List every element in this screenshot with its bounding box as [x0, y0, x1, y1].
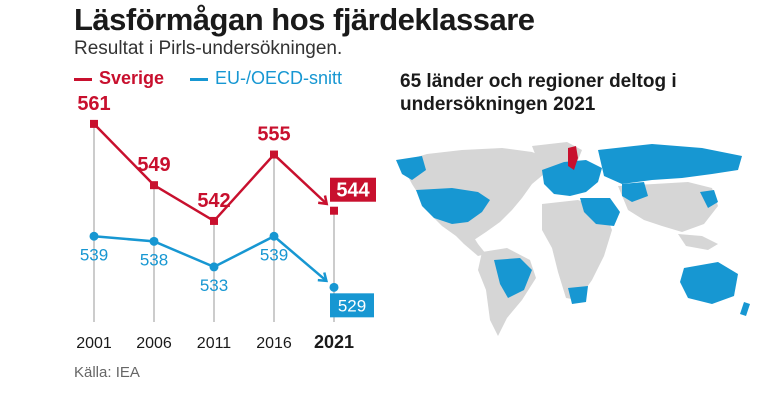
chart-subtitle: Resultat i Pirls-undersökningen.: [74, 38, 343, 59]
data-label-eu-oecd-2006: 538: [140, 250, 168, 269]
series-line-eu-oecd: [93, 235, 275, 269]
map-central-america: [452, 226, 486, 256]
point-sverige-2016: [270, 150, 278, 159]
point-eu-oecd-2016: [269, 231, 279, 241]
line-chart: 561 549 542 555 544 539 538 533 539 529 2001 2006 20…: [76, 93, 376, 352]
map-sweden: [568, 146, 578, 170]
data-label-sverige-2016: 555: [257, 124, 290, 146]
x-tick-label-2021: 2021: [314, 332, 354, 352]
map-middle-east: [580, 198, 620, 226]
data-label-box-eu-oecd-2021: [330, 293, 374, 318]
legend-item-sverige: Sverige: [74, 68, 164, 89]
data-label-sverige-2021: 544: [336, 180, 370, 202]
map-caption: 65 länder och regioner deltog i undersök…: [400, 71, 677, 115]
map-europe: [542, 160, 602, 196]
data-label-eu-oecd-2001: 539: [80, 245, 108, 264]
x-tick-label-2011: 2011: [197, 335, 232, 352]
map-south-africa: [568, 286, 588, 304]
series-line-sverige: [93, 123, 275, 223]
series-arrow-sverige: [318, 195, 329, 206]
series-last-segment-eu-oecd: [273, 235, 328, 282]
x-tick-label-2016: 2016: [256, 335, 292, 352]
legend-swatch-eu-oecd: [190, 77, 208, 81]
series-last-segment-sverige: [273, 153, 328, 205]
map-brazil: [494, 258, 532, 298]
data-label-sverige-2006: 549: [137, 154, 170, 176]
map-canada: [396, 156, 426, 180]
legend-item-eu-oecd: EU-/OECD-snitt: [190, 68, 342, 89]
point-sverige-2006: [150, 181, 158, 190]
legend-label-sverige: Sverige: [99, 68, 165, 88]
point-sverige-2021: [330, 206, 338, 215]
map-australia: [680, 262, 738, 304]
series-arrow-eu-oecd: [317, 272, 329, 283]
source-note: Källa: IEA: [74, 364, 140, 381]
world-map: [396, 142, 750, 336]
data-label-eu-oecd-2011: 533: [200, 276, 228, 295]
map-southeast-asia: [678, 234, 718, 250]
map-russia: [598, 144, 742, 184]
legend-label-eu-oecd: EU-/OECD-snitt: [215, 68, 343, 88]
x-tick-label-2001: 2001: [76, 335, 112, 352]
point-eu-oecd-2021: [329, 282, 339, 292]
map-usa: [416, 188, 490, 224]
point-sverige-2001: [90, 119, 98, 128]
map-east-asia: [700, 190, 718, 208]
data-label-sverige-2001: 561: [77, 93, 110, 115]
map-africa: [542, 200, 612, 300]
point-eu-oecd-2006: [149, 236, 159, 246]
data-label-box-sverige-2021: [330, 177, 376, 202]
legend-swatch-sverige: [74, 77, 92, 81]
point-sverige-2011: [210, 216, 218, 225]
point-eu-oecd-2011: [209, 262, 219, 272]
map-central-asia: [622, 182, 648, 202]
data-label-eu-oecd-2021: 529: [338, 296, 366, 315]
data-label-sverige-2011: 542: [197, 190, 230, 212]
data-label-eu-oecd-2016: 539: [260, 245, 288, 264]
x-tick-label-2006: 2006: [136, 335, 172, 352]
chart-title: Läsförmågan hos fjärdeklassare: [74, 2, 535, 37]
map-new-zealand: [740, 302, 750, 316]
point-eu-oecd-2001: [89, 231, 99, 241]
